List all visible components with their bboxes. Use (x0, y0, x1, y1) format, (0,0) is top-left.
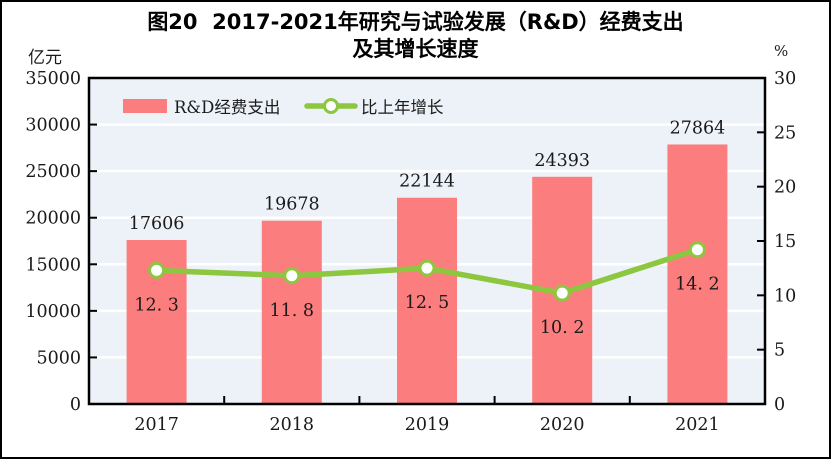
right-axis-label-5: 5 (774, 341, 785, 361)
category-label-2021: 2021 (675, 415, 720, 435)
left-axis-label-5000: 5000 (36, 348, 81, 368)
bar-value-label-2019: 22144 (399, 172, 455, 192)
left-axis-label-30000: 30000 (25, 116, 81, 136)
bar-value-label-2017: 17606 (129, 214, 185, 234)
legend-bar-label: R&D经费支出 (174, 98, 280, 117)
left-axis-label-10000: 10000 (25, 302, 81, 322)
chart-title-line2: 及其增长速度 (352, 37, 479, 61)
left-axis-label-0: 0 (70, 395, 81, 415)
chart-title: 图20 2017-2021年研究与试验发展（R&D）经费支出 及其增长速度 (2, 9, 829, 63)
growth-marker-2018 (283, 267, 301, 285)
legend-line-label: 比上年增长 (361, 98, 444, 117)
left-axis-label-20000: 20000 (25, 209, 81, 229)
growth-marker-2017 (148, 261, 166, 279)
bar-value-label-2020: 24393 (534, 151, 590, 171)
growth-value-label-2020: 10. 2 (540, 318, 585, 338)
bar-value-label-2018: 19678 (264, 195, 320, 215)
right-axis-label-10: 10 (774, 286, 796, 306)
bar-value-label-2021: 27864 (670, 118, 726, 138)
left-axis-unit-label: 亿元 (28, 48, 62, 68)
growth-value-label-2021: 14. 2 (675, 275, 720, 295)
right-axis-label-30: 30 (774, 69, 796, 89)
plot-frame (87, 76, 767, 406)
growth-value-label-2019: 12. 5 (405, 293, 450, 313)
chart-title-line1: 图20 2017-2021年研究与试验发展（R&D）经费支出 (147, 10, 684, 34)
right-axis-label-25: 25 (774, 123, 796, 143)
growth-marker-2021 (688, 241, 706, 259)
growth-value-label-2018: 11. 8 (270, 301, 315, 321)
legend-bar-swatch (123, 99, 167, 113)
category-label-2017: 2017 (134, 415, 179, 435)
left-axis-label-25000: 25000 (25, 162, 81, 182)
growth-value-label-2017: 12. 3 (134, 295, 179, 315)
growth-marker-2020 (553, 284, 571, 302)
right-axis-label-15: 15 (774, 232, 796, 252)
right-axis-unit-label: % (774, 42, 789, 60)
right-axis-label-20: 20 (774, 178, 796, 198)
right-axis-label-0: 0 (774, 395, 785, 415)
category-label-2019: 2019 (405, 415, 450, 435)
bar-2021 (667, 144, 728, 404)
category-label-2018: 2018 (270, 415, 315, 435)
left-axis-label-35000: 35000 (25, 69, 81, 89)
bar-2019 (397, 197, 457, 404)
left-axis-label-15000: 15000 (25, 255, 81, 275)
legend-line-marker (323, 98, 339, 114)
growth-marker-2019 (418, 259, 436, 277)
category-label-2020: 2020 (540, 415, 585, 435)
bar-2018 (261, 220, 322, 404)
